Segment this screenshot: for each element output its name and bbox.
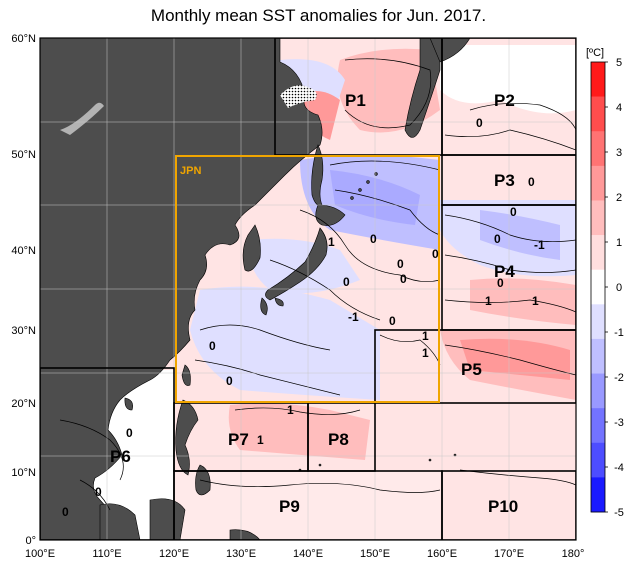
lon-label: 100°E xyxy=(25,548,55,560)
contour-label: 1 xyxy=(532,294,539,308)
colorbar-tick-labels: 5 4 3 2 1 0 -1 -2 -3 -4 -5 xyxy=(614,57,624,519)
lat-label: 30°N xyxy=(11,325,36,337)
region-label-p1: P1 xyxy=(345,91,366,110)
contour-label: 0 xyxy=(95,485,102,499)
region-label-jpn: JPN xyxy=(180,165,201,177)
contour-label: 0 xyxy=(343,275,350,289)
colorbar-segment xyxy=(591,200,605,236)
map-title: Monthly mean SST anomalies for Jun. 2017… xyxy=(150,6,487,25)
contour-label: 1 xyxy=(257,433,264,447)
lon-label: 160°E xyxy=(427,548,457,560)
lon-label: 170°E xyxy=(494,548,524,560)
contour-label: 0 xyxy=(476,116,483,130)
lat-label: 50°N xyxy=(11,149,36,161)
lon-label: 150°E xyxy=(360,548,390,560)
contour-label: 0 xyxy=(62,505,69,519)
map-area xyxy=(40,38,576,540)
colorbar-tick-label: -1 xyxy=(614,327,624,339)
contour-label: 0 xyxy=(226,374,233,388)
plot-frame xyxy=(39,37,577,541)
box-jpn xyxy=(175,155,440,403)
contour-label: -1 xyxy=(534,238,545,252)
colorbar-segment xyxy=(591,235,605,270)
colorbar-tick-label: -2 xyxy=(614,372,624,384)
sea-ice-area xyxy=(280,85,317,108)
lat-label: 60°N xyxy=(11,33,36,45)
region-label-p6: P6 xyxy=(110,447,131,466)
colorbar-segment xyxy=(591,338,605,374)
contour-label: 1 xyxy=(328,235,335,249)
colorbar-segment xyxy=(591,269,605,305)
lon-label: 110°E xyxy=(92,548,121,560)
graticule xyxy=(40,38,576,540)
lat-label: 10°N xyxy=(11,467,36,479)
lon-labels: 100°E 110°E 120°E 130°E 140°E 150°E 160°… xyxy=(25,548,584,560)
contour-label: 0 xyxy=(528,175,535,189)
colorbar-tick-label: -5 xyxy=(614,507,624,519)
region-label-p7: P7 xyxy=(228,430,249,449)
contour-label: 1 xyxy=(287,403,294,417)
contour-label: -1 xyxy=(348,310,359,324)
colorbar-segment xyxy=(591,477,605,513)
box-p5 xyxy=(374,329,576,404)
contour-label: 0 xyxy=(209,339,216,353)
lon-label: 180° xyxy=(562,548,585,560)
region-label-p10: P10 xyxy=(488,497,518,516)
lat-label: 20°N xyxy=(11,398,36,410)
contour-label: 0 xyxy=(400,272,407,286)
colorbar-tick-label: 5 xyxy=(616,57,622,69)
contour-label: 1 xyxy=(422,329,429,343)
colorbar-segment xyxy=(591,442,605,478)
colorbar-segment xyxy=(591,304,605,340)
lon-label: 130°E xyxy=(226,548,256,560)
colorbar-segment xyxy=(591,408,605,444)
colorbar-tick-label: 1 xyxy=(616,237,622,249)
lat-labels: 60°N 50°N 40°N 30°N 20°N 10°N 0° xyxy=(11,33,36,547)
region-label-p9: P9 xyxy=(279,497,300,516)
colorbar-tick-label: -4 xyxy=(614,462,624,474)
box-p10 xyxy=(441,470,576,540)
colorbar-tick-label: 0 xyxy=(616,282,622,294)
contour-label: 0 xyxy=(497,276,504,290)
region-label-p2: P2 xyxy=(494,91,515,110)
lat-label: 0° xyxy=(25,535,36,547)
contour-lines xyxy=(59,58,576,511)
lat-label: 40°N xyxy=(11,245,36,257)
contour-value-labels: 1 0 0 0 0 -1 0 1 1 0 0 1 0 1 0 0 1 1 0 0… xyxy=(62,116,545,519)
colorbar-segment xyxy=(591,62,605,97)
region-labels: P1 P2 P3 P4 P5 P6 P7 P8 P9 P10 xyxy=(110,91,518,516)
contour-label: 0 xyxy=(510,205,517,219)
colorbar-tick-label: 4 xyxy=(616,102,622,114)
region-label-p5: P5 xyxy=(461,360,482,379)
contour-label: 0 xyxy=(389,314,396,328)
colorbar-tick-label: -3 xyxy=(614,417,624,429)
colorbar-segment xyxy=(591,165,605,201)
colorbar xyxy=(590,61,608,513)
colorbar-segment xyxy=(591,131,605,167)
colorbar-tick-label: 3 xyxy=(616,147,622,159)
lake-baikal xyxy=(60,102,104,135)
contour-label: 1 xyxy=(422,346,429,360)
region-label-p8: P8 xyxy=(328,430,349,449)
region-label-p4: P4 xyxy=(494,262,515,281)
contour-label: 0 xyxy=(370,232,377,246)
colorbar-segment xyxy=(591,373,605,409)
colorbar-tick-label: 2 xyxy=(616,192,622,204)
region-boxes xyxy=(40,38,576,540)
contour-label: 0 xyxy=(126,426,133,440)
colorbar-segment xyxy=(591,96,605,132)
contour-label: 0 xyxy=(397,257,404,271)
lon-label: 120°E xyxy=(159,548,189,560)
region-label-p3: P3 xyxy=(494,171,515,190)
contour-label: 0 xyxy=(432,247,439,261)
colorbar-unit: [ºC] xyxy=(586,47,604,59)
contour-label: 1 xyxy=(485,294,492,308)
lon-label: 140°E xyxy=(293,548,323,560)
contour-label: 0 xyxy=(494,232,501,246)
